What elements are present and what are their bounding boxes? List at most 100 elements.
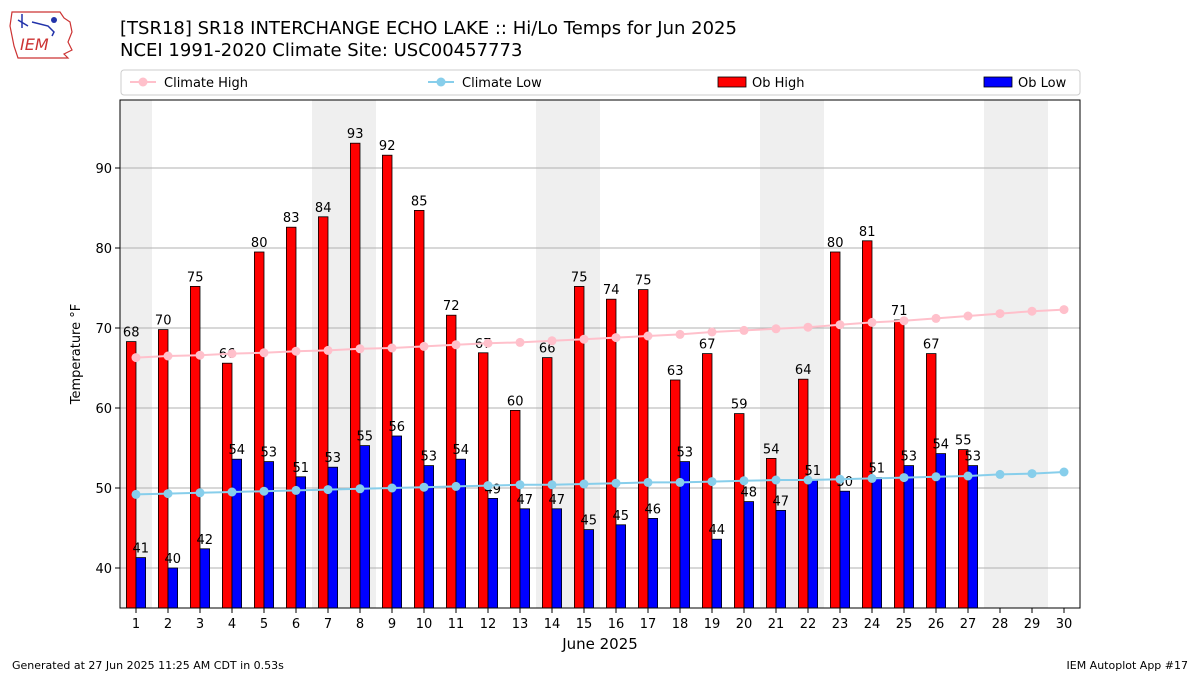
point-climate-high-day-23 [835,320,845,330]
point-climate-low-day-17 [643,477,653,487]
x-tick-label-9: 9 [388,617,396,632]
point-climate-high-day-13 [515,337,525,347]
app-credit: IEM Autoplot App #17 [1066,659,1189,672]
point-climate-low-day-22 [803,475,813,485]
x-tick-label-25: 25 [896,617,913,632]
bar-ob-high-day-1 [126,341,137,609]
label-ob-low-day-3: 42 [197,533,214,548]
point-climate-low-day-3 [195,488,205,498]
label-ob-low-day-18: 53 [677,446,694,461]
label-ob-low-day-9: 56 [389,420,406,435]
point-climate-low-day-23 [835,474,845,484]
point-climate-low-day-29 [1027,469,1037,479]
chart-title-line-2: NCEI 1991-2020 Climate Site: USC00457773 [120,40,523,61]
label-ob-high-day-17: 75 [635,274,652,289]
point-climate-high-day-21 [771,324,781,334]
legend-frame [120,69,1081,96]
point-climate-low-day-2 [163,489,173,499]
bar-ob-low-day-15 [583,529,595,609]
point-climate-high-day-27 [963,311,973,321]
label-ob-high-day-22: 64 [795,363,812,378]
bar-ob-low-day-24 [871,477,883,609]
label-ob-high-day-10: 85 [411,194,428,209]
point-climate-high-day-25 [899,316,909,326]
x-axis-label: June 2025 [561,635,638,653]
x-tick-label-11: 11 [448,617,465,632]
label-ob-high-day-27: 55 [955,434,972,449]
bar-ob-low-day-13 [519,508,531,609]
label-ob-low-day-8: 55 [357,430,374,445]
x-tick-label-12: 12 [480,617,497,632]
bar-ob-high-day-22 [798,378,809,609]
weekend-shading-day-29 [1016,100,1048,608]
point-climate-high-day-18 [675,329,685,339]
point-climate-high-day-7 [323,345,333,355]
label-ob-low-day-13: 47 [517,493,534,508]
point-climate-low-day-20 [739,476,749,486]
label-ob-low-day-6: 51 [293,461,310,476]
label-ob-high-day-8: 93 [347,127,364,142]
x-tick-label-16: 16 [608,617,625,632]
point-climate-low-day-24 [867,473,877,483]
point-climate-high-day-16 [611,333,621,343]
x-tick-label-5: 5 [260,617,268,632]
x-tick-label-4: 4 [228,617,236,632]
point-climate-high-day-17 [643,331,653,341]
x-tick-label-20: 20 [736,617,753,632]
label-ob-high-day-6: 83 [283,211,300,226]
bar-ob-low-day-16 [615,524,627,609]
bar-ob-high-day-3 [189,285,201,609]
point-climate-low-day-27 [963,471,973,481]
point-climate-high-day-3 [195,350,205,360]
point-climate-high-day-8 [355,344,365,354]
legend: Climate High Climate Low Ob High Ob Low [120,69,1081,96]
logo-text: IEM [20,35,49,54]
point-climate-high-day-4 [227,349,237,359]
bar-ob-high-day-5 [253,251,265,609]
point-climate-high-day-28 [995,309,1005,319]
bar-ob-low-day-20 [743,501,755,609]
point-climate-high-day-12 [483,338,493,348]
x-tick-label-29: 29 [1024,617,1041,632]
x-tick-label-30: 30 [1056,617,1073,632]
point-climate-low-day-7 [323,485,333,495]
label-ob-high-day-18: 63 [667,364,684,379]
x-tick-label-1: 1 [132,617,140,632]
point-climate-low-day-4 [227,487,237,497]
label-ob-low-day-26: 54 [933,438,950,453]
label-ob-low-day-17: 46 [645,502,662,517]
point-climate-high-day-19 [707,327,717,337]
line-climate-low [135,471,1065,496]
label-ob-high-day-14: 66 [539,342,556,357]
point-climate-low-day-12 [483,481,493,491]
x-tick-label-2: 2 [164,617,172,632]
label-ob-high-day-2: 70 [155,314,172,329]
legend-marker-climate-low [436,77,446,87]
label-ob-low-day-4: 54 [229,443,246,458]
bar-ob-low-day-23 [839,490,851,609]
x-tick-label-13: 13 [512,617,529,632]
label-ob-high-day-25: 71 [891,304,908,319]
legend-marker-climate-high [138,77,148,87]
label-ob-high-day-13: 60 [507,394,524,409]
label-ob-low-day-19: 44 [709,523,726,538]
label-ob-high-day-21: 54 [763,442,780,457]
label-ob-high-day-9: 92 [379,139,396,154]
point-climate-low-day-10 [419,482,429,492]
bar-ob-low-day-19 [711,538,723,609]
label-ob-low-day-14: 47 [549,493,566,508]
bar-ob-high-day-24 [862,240,873,609]
legend-label-climate-low: Climate Low [462,76,542,91]
label-ob-low-day-10: 53 [421,450,438,465]
point-climate-high-day-26 [931,313,941,323]
point-climate-low-day-19 [707,477,717,487]
label-ob-low-day-1: 41 [133,542,150,557]
bar-ob-low-day-14 [551,508,563,609]
y-tick-label-90: 90 [95,162,112,177]
x-tick-label-21: 21 [768,617,785,632]
bar-ob-low-day-11 [455,458,467,609]
label-ob-low-day-15: 45 [581,514,598,529]
label-ob-high-day-16: 74 [603,283,620,298]
bar-ob-high-day-18 [670,379,681,609]
